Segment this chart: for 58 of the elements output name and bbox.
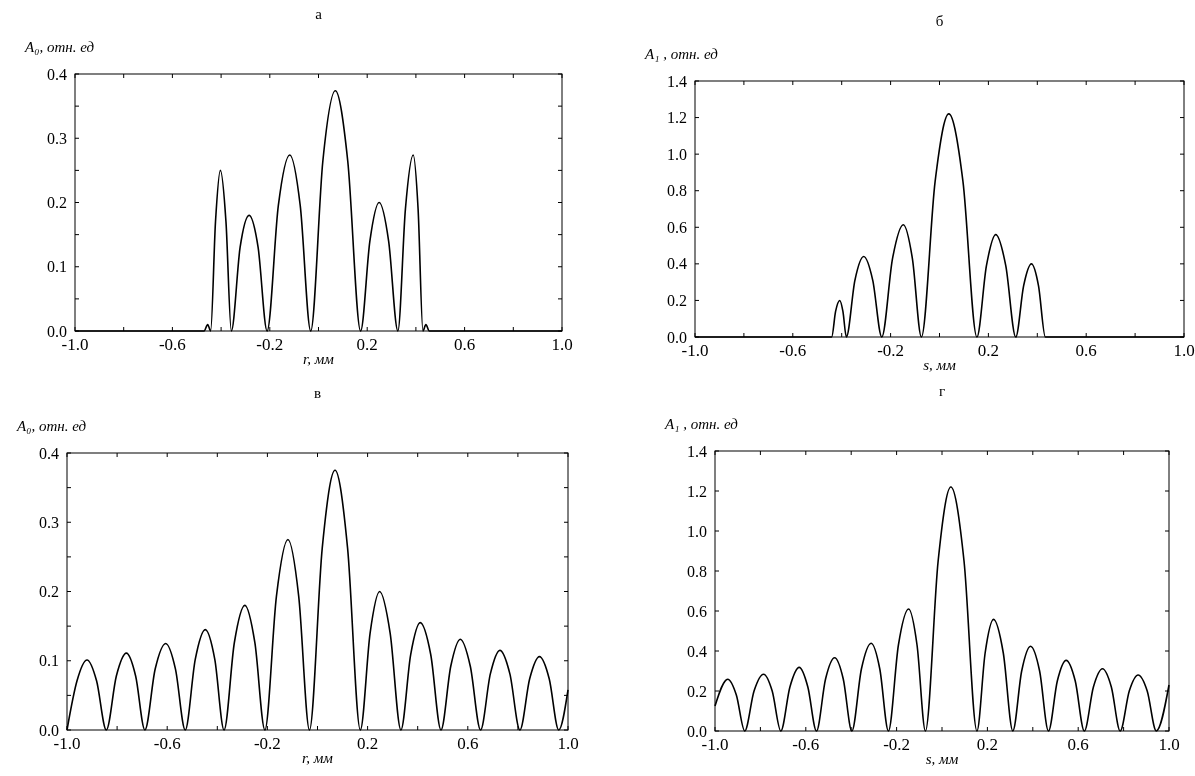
y-tick-label: 1.4 [667, 72, 687, 90]
x-tick-label: 0.2 [356, 734, 379, 753]
y-tick-label: 0.0 [667, 328, 687, 346]
y-axis-title: A₀, отн. ед [16, 418, 87, 434]
y-tick-label: 0.3 [47, 129, 67, 147]
x-tick-label: 0.6 [1067, 735, 1089, 754]
x-tick-label: -0.2 [253, 734, 281, 753]
x-tick-label: 0.6 [453, 335, 476, 354]
x-tick-label: 1.0 [1158, 735, 1180, 754]
y-tick-label: 1.2 [667, 109, 687, 127]
chart-title: в [313, 385, 322, 401]
x-tick-label: 1.0 [1173, 341, 1195, 360]
y-tick-label: 0.2 [47, 194, 67, 212]
x-axis-title: s, мм [925, 751, 959, 767]
x-tick-label: 0.2 [976, 735, 999, 754]
x-tick-label: 1.0 [557, 734, 579, 753]
x-tick-label: -0.2 [256, 335, 284, 354]
x-tick-label: -0.6 [153, 734, 181, 753]
y-tick-label: 0.0 [687, 722, 707, 740]
chart-title: а [315, 6, 323, 22]
x-tick-label: 0.2 [356, 335, 378, 354]
x-tick-label: -0.6 [792, 735, 820, 754]
y-tick-label: 0.4 [667, 255, 687, 273]
x-tick-label: -0.2 [877, 341, 905, 360]
y-tick-label: 0.2 [39, 583, 59, 601]
x-tick-label: 1.0 [551, 335, 573, 354]
x-tick-label: 0.6 [1075, 341, 1097, 360]
y-axis-title: A₁ , отн. ед [664, 416, 739, 432]
y-tick-label: 0.2 [667, 292, 687, 310]
x-axis-title: r, мм [302, 750, 334, 766]
y-tick-label: 0.2 [687, 682, 707, 700]
y-tick-label: 0.1 [47, 258, 67, 276]
x-tick-label: 0.2 [977, 341, 1000, 360]
x-tick-label: -0.6 [158, 335, 186, 354]
y-tick-label: 0.6 [687, 602, 707, 620]
y-tick-label: 0.0 [47, 322, 67, 340]
y-tick-label: 0.4 [687, 642, 707, 660]
x-axis-title: r, мм [303, 351, 335, 367]
y-tick-label: 0.4 [47, 65, 67, 83]
y-tick-label: 0.4 [39, 444, 59, 462]
x-tick-label: -0.6 [779, 341, 807, 360]
y-tick-label: 1.4 [687, 442, 707, 460]
y-tick-label: 0.0 [39, 721, 59, 739]
y-axis-title: A₀, отн. ед [24, 39, 95, 55]
y-tick-label: 0.8 [687, 562, 707, 580]
y-tick-label: 1.0 [687, 522, 707, 540]
chart-title: б [935, 13, 944, 29]
x-tick-label: 0.6 [457, 734, 479, 753]
x-axis-title: s, мм [923, 357, 957, 373]
y-tick-label: 0.8 [667, 182, 687, 200]
y-tick-label: 1.0 [667, 145, 687, 163]
y-axis-title: A₁ , отн. ед [644, 46, 719, 62]
y-tick-label: 0.3 [39, 513, 59, 531]
y-tick-label: 0.6 [667, 218, 687, 236]
x-tick-label: -0.2 [883, 735, 911, 754]
chart-title: г [938, 383, 946, 399]
y-tick-label: 1.2 [687, 482, 707, 500]
y-tick-label: 0.1 [39, 652, 59, 670]
